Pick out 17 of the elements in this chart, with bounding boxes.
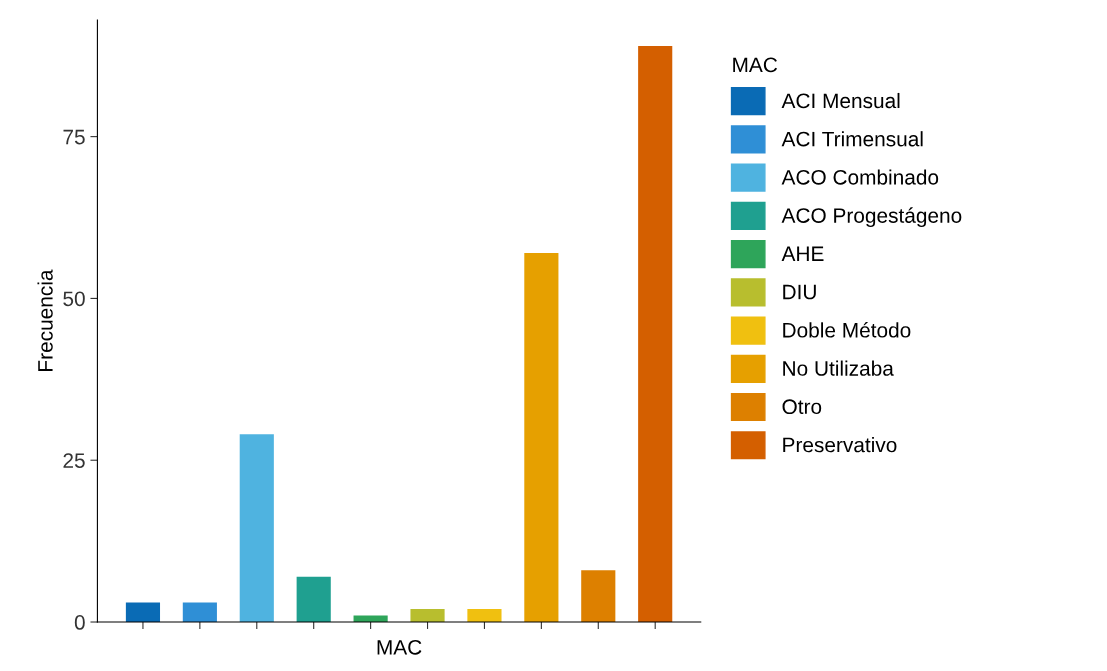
legend-label: Doble Método — [783, 322, 911, 338]
x-axis-title: MAC — [377, 639, 422, 655]
y-tick-label: 0 — [74, 615, 85, 630]
legend-label: Otro — [782, 399, 822, 415]
y-tick-label: 50 — [63, 291, 85, 307]
legend-label: ACO Progestágeno — [781, 207, 962, 228]
legend-label: Preservativo — [783, 436, 897, 453]
y-tick-label: 25 — [63, 453, 85, 468]
legend-title: MAC — [733, 57, 778, 73]
legend-label: ACI Mensual — [781, 92, 900, 109]
y-tick-label: 75 — [63, 129, 85, 145]
legend-label: No Utilizaba — [783, 360, 894, 376]
legend-label: DIU — [783, 284, 816, 300]
legend-label: ACI Trimensual — [781, 131, 923, 147]
legend-label: ACO Combinado — [781, 169, 939, 185]
legend-label: AHE — [781, 246, 824, 261]
y-axis-title: Frecuencia — [37, 269, 53, 371]
